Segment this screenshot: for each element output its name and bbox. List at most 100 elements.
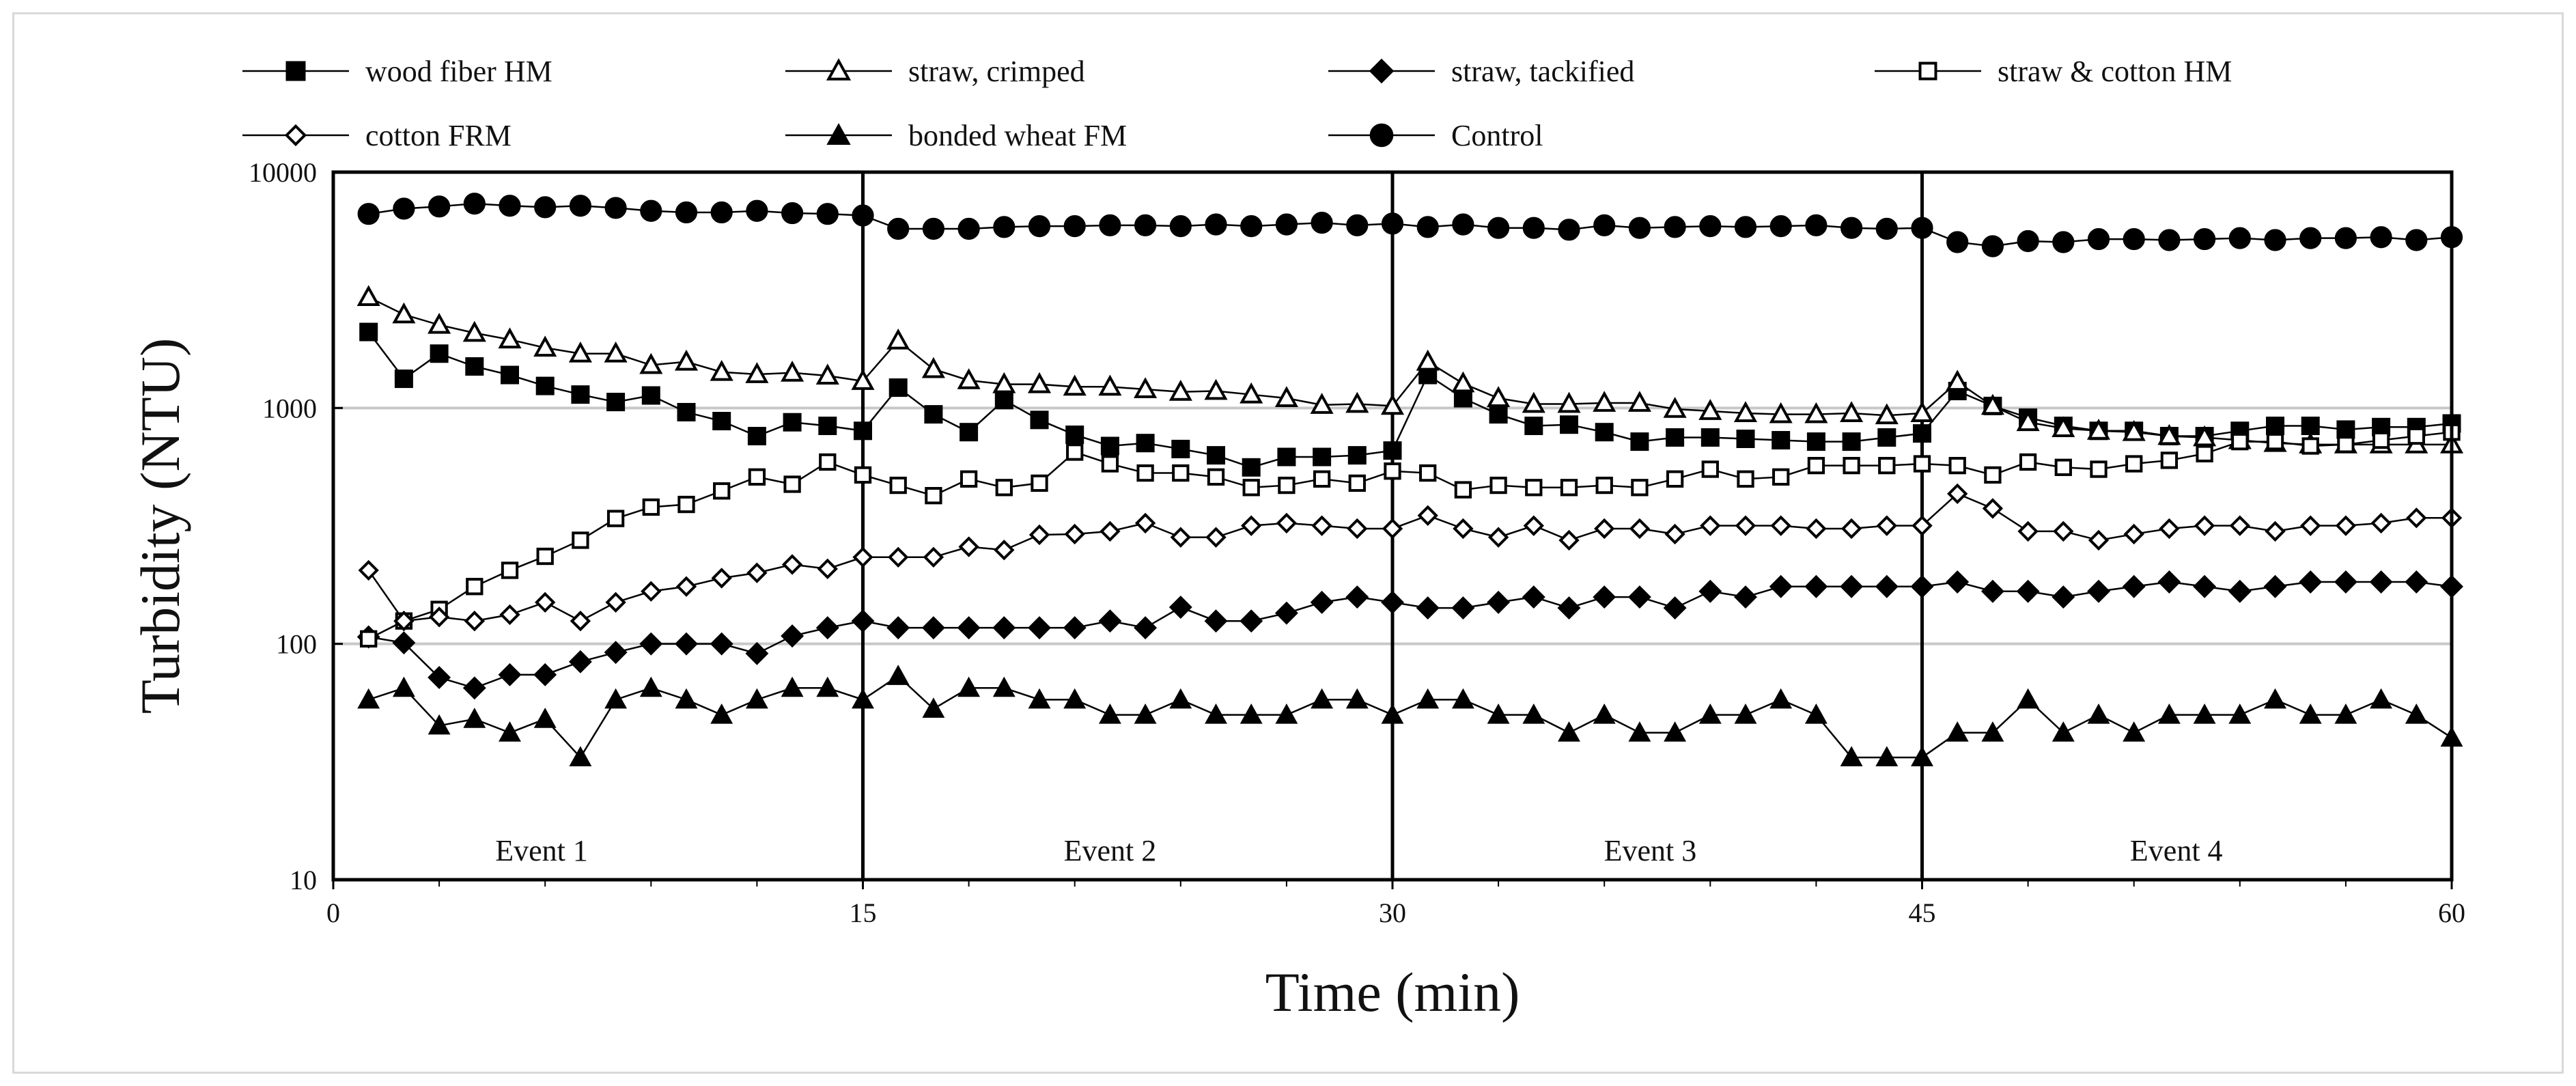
legend-label: straw, crimped bbox=[908, 55, 1085, 88]
data-point bbox=[1276, 512, 1298, 534]
data-point bbox=[992, 372, 1016, 393]
data-point bbox=[924, 405, 943, 424]
legend-label: Control bbox=[1451, 119, 1543, 152]
data-point bbox=[1840, 518, 1862, 540]
data-point bbox=[1875, 403, 1899, 425]
data-point bbox=[1416, 596, 1440, 620]
data-point bbox=[1242, 458, 1261, 477]
data-point bbox=[2157, 570, 2181, 594]
data-point bbox=[854, 466, 872, 484]
data-point bbox=[1384, 462, 1401, 480]
data-point bbox=[783, 475, 801, 493]
data-point bbox=[1981, 235, 2004, 257]
data-point bbox=[2299, 703, 2322, 724]
data-point bbox=[1910, 574, 1934, 598]
data-point bbox=[710, 201, 733, 224]
data-point bbox=[1064, 523, 1085, 545]
data-point bbox=[1560, 415, 1578, 434]
data-point bbox=[921, 357, 945, 378]
legend-label: straw & cotton HM bbox=[1998, 55, 2232, 88]
data-point bbox=[1913, 424, 1931, 443]
data-point bbox=[1699, 215, 1722, 238]
data-point bbox=[1910, 401, 1934, 422]
data-point bbox=[746, 562, 768, 583]
data-point bbox=[1134, 214, 1157, 236]
data-point bbox=[1804, 703, 1828, 724]
data-point bbox=[960, 423, 979, 442]
data-point bbox=[1381, 590, 1404, 614]
data-point bbox=[745, 688, 768, 709]
data-point bbox=[1240, 382, 1263, 404]
data-point bbox=[1204, 378, 1228, 400]
data-point bbox=[1593, 703, 1616, 724]
data-point bbox=[1487, 590, 1511, 614]
data-point bbox=[1628, 721, 1651, 742]
data-point bbox=[1698, 703, 1722, 724]
data-point bbox=[888, 546, 909, 568]
data-point bbox=[568, 341, 592, 363]
data-point bbox=[641, 581, 662, 602]
x-tick-label: 60 bbox=[2438, 897, 2465, 928]
data-point bbox=[1207, 468, 1225, 486]
data-point bbox=[1734, 585, 1757, 609]
data-point bbox=[1489, 405, 1508, 424]
data-point bbox=[1487, 386, 1511, 407]
data-point bbox=[2125, 455, 2143, 473]
data-point bbox=[1383, 441, 1402, 460]
data-point bbox=[1028, 616, 1051, 640]
data-point bbox=[1065, 426, 1084, 445]
data-point bbox=[819, 453, 837, 471]
data-point bbox=[360, 630, 378, 648]
data-point bbox=[887, 217, 910, 240]
data-point bbox=[1311, 212, 1333, 234]
data-point bbox=[1204, 609, 1228, 633]
data-point bbox=[1524, 416, 1543, 435]
data-point bbox=[533, 335, 557, 357]
data-point bbox=[2405, 570, 2428, 594]
event-label: Event 1 bbox=[495, 834, 588, 867]
data-point bbox=[2370, 226, 2392, 249]
event-label: Event 4 bbox=[2130, 834, 2223, 867]
data-point bbox=[1136, 434, 1155, 453]
data-point bbox=[2299, 227, 2322, 249]
data-point bbox=[1981, 721, 2004, 742]
data-point bbox=[1666, 470, 1684, 488]
data-point bbox=[1522, 217, 1545, 239]
y-tick-label: 100 bbox=[276, 629, 317, 660]
data-point bbox=[1878, 456, 1896, 475]
legend-label: cotton FRM bbox=[365, 119, 512, 152]
legend-marker bbox=[285, 61, 306, 81]
data-point bbox=[535, 376, 555, 395]
data-point bbox=[1311, 688, 1334, 709]
data-point bbox=[2370, 512, 2392, 534]
data-point bbox=[2123, 721, 2146, 742]
data-point bbox=[604, 641, 628, 665]
data-point bbox=[1313, 470, 1331, 488]
series-line bbox=[368, 675, 2452, 760]
data-point bbox=[1733, 401, 1758, 422]
data-point bbox=[712, 412, 731, 431]
data-point bbox=[1806, 518, 1827, 540]
series-line bbox=[368, 581, 2452, 689]
data-point bbox=[428, 714, 451, 735]
data-point bbox=[1700, 515, 1721, 536]
data-point bbox=[2052, 231, 2075, 253]
series-straw-tackified bbox=[356, 570, 2463, 700]
x-axis-title: Time (min) bbox=[1265, 961, 1520, 1023]
data-point bbox=[571, 385, 590, 404]
data-point bbox=[1772, 468, 1790, 486]
data-point bbox=[674, 349, 699, 371]
data-point bbox=[1522, 585, 1545, 609]
data-point bbox=[1348, 474, 1366, 492]
data-point bbox=[2160, 451, 2179, 469]
legend-item-straw-cotton-hm: straw & cotton HM bbox=[1875, 55, 2232, 88]
data-point bbox=[1487, 703, 1510, 724]
legend-label: straw, tackified bbox=[1451, 55, 1634, 88]
data-point bbox=[957, 616, 981, 640]
data-point bbox=[2087, 579, 2110, 603]
data-point bbox=[815, 616, 839, 640]
data-point bbox=[1417, 505, 1438, 526]
data-point bbox=[922, 217, 945, 240]
data-point bbox=[1347, 518, 1368, 540]
data-point bbox=[1663, 397, 1687, 418]
